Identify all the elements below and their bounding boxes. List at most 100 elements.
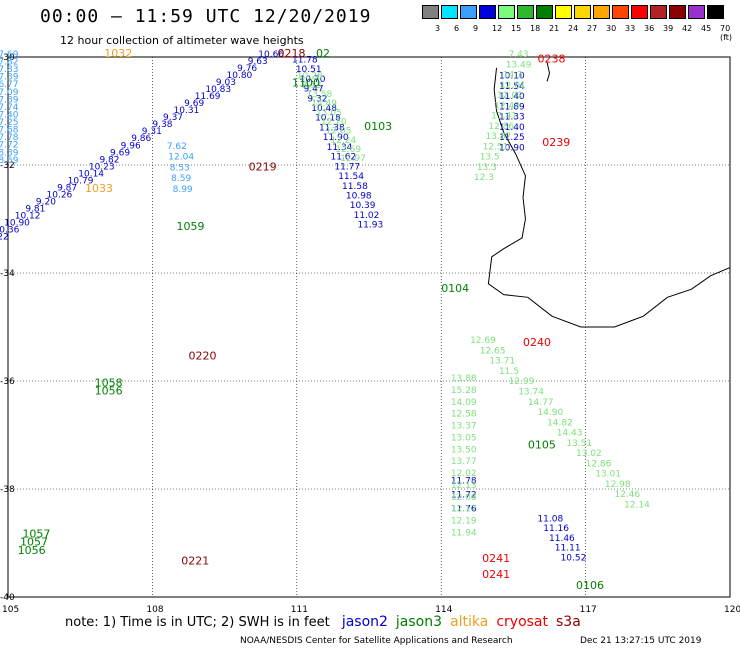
wave-height-value: 11.90	[323, 133, 349, 143]
wave-height-value: 7.25	[0, 118, 18, 128]
scale-tick-label: 42	[682, 24, 693, 33]
pass-time-label: 1032	[104, 47, 132, 60]
wave-height-value: 11.77	[334, 162, 360, 172]
wave-height-value: 12.01	[500, 81, 526, 91]
wave-height-value: 10.10	[499, 72, 525, 82]
wave-height-value: 12.69	[470, 336, 496, 346]
wave-height-value: 13.58	[306, 90, 332, 100]
wave-height-value: 7.74	[0, 103, 19, 113]
wave-height-value: 7.40	[0, 110, 19, 120]
pass-time-label: 0238	[537, 52, 565, 65]
wave-height-value: 11.54	[499, 82, 525, 92]
pass-time-label: 0103	[364, 120, 392, 133]
pass-time-label: 0218	[278, 47, 306, 60]
timestamp-text: Dec 21 13:27:15 UTC 2019	[580, 636, 702, 646]
pass-time-label: 0241	[482, 568, 510, 581]
wave-height-value: 11.46	[549, 534, 575, 544]
map-axes: -30 -32 -34 -36 -38 -40 105 108 111 114 117 120	[0, 53, 740, 615]
wave-height-value: 13.50	[451, 445, 477, 455]
wave-height-value: 12.17	[451, 505, 477, 515]
wave-height-value: 11.78	[451, 477, 477, 487]
scale-swatch	[574, 5, 591, 19]
wave-height-value: 10.23	[89, 162, 115, 172]
wave-height-value: 14.90	[537, 408, 563, 418]
wave-height-value: 12.97	[340, 154, 366, 164]
pass-time-label: 1059	[176, 220, 204, 233]
wave-height-value: 11.76	[451, 505, 477, 515]
wave-height-value: 7.69	[0, 50, 19, 60]
scale-tick-label: 27	[587, 24, 598, 33]
satellite-legend-s3a: s3a	[556, 614, 581, 630]
scale-swatch	[669, 5, 686, 19]
wave-height-value: 11.38	[319, 123, 345, 133]
wave-height-value: 14.3	[503, 71, 523, 81]
pass-time-label: 1056	[95, 385, 123, 398]
wave-height-value: 12.19	[451, 517, 477, 527]
wave-height-value: 10.90	[4, 218, 30, 228]
wave-height-value: 11.5	[499, 367, 519, 377]
pass-time-labels: 1032 1033 0218 02 1100 0219 0103 0238 0239 1059 01…	[18, 47, 604, 592]
map-frame	[7, 56, 731, 598]
pass-time-label: 0241	[482, 552, 510, 565]
wave-height-value: 10.70	[300, 75, 326, 85]
wave-height-value: 12.86	[488, 122, 514, 132]
wave-height-value: 8.39	[0, 148, 19, 158]
wave-height-value: 13.37	[451, 422, 477, 432]
wave-height-value: 12.98	[605, 480, 631, 490]
wave-height-value: 11.22	[0, 233, 9, 243]
scale-tick-label: 45	[701, 24, 712, 33]
wave-height-value: 12.20	[321, 118, 347, 128]
wave-height-value: 10.66	[258, 50, 284, 60]
wave-height-value: 13.5	[480, 153, 500, 163]
pass-time-label: 1056	[18, 544, 46, 557]
wave-height-value: 11.02	[354, 211, 380, 221]
wave-height-value: 12.43	[494, 101, 520, 111]
wave-height-value: 10.28	[297, 72, 323, 82]
pass-time-label: 0239	[542, 136, 570, 149]
wave-height-value: 11.34	[327, 143, 353, 153]
longitude-tick-label: 114	[435, 605, 452, 615]
longitude-tick-label: 111	[291, 605, 308, 615]
wave-height-value: 13.02	[576, 449, 602, 459]
wave-height-value: 13.74	[518, 388, 544, 398]
wave-height-value: 11.40	[499, 123, 525, 133]
wave-height-value: 12.69	[335, 145, 361, 155]
wave-height-value: 10.79	[68, 176, 94, 186]
wave-height-value: 8.59	[171, 174, 191, 184]
scale-tick-label: 15	[511, 24, 522, 33]
pass-time-label: 1057	[22, 528, 50, 541]
wave-height-value: 7.39	[0, 73, 19, 83]
wave-height-value: 13.3	[477, 163, 497, 173]
pass-time-label: 02	[316, 47, 330, 60]
wave-height-value: 11.33	[499, 113, 525, 123]
wave-height-value: 10.90	[499, 143, 525, 153]
wave-height-value: 10.48	[311, 104, 337, 114]
wave-height-value: 12.24	[330, 136, 356, 146]
wave-height-value: 10.98	[346, 191, 372, 201]
longitude-tick-label: 117	[580, 605, 597, 615]
map-title: 00:00 – 11:59 UTC 12/20/2019	[40, 6, 372, 27]
wave-height-value: 10.14	[78, 169, 104, 179]
scale-tick-label: 24	[568, 24, 579, 33]
wave-height-value: 9.20	[36, 197, 56, 207]
scale-tick-label: 30	[606, 24, 617, 33]
wave-height-value: 12.04	[168, 153, 194, 163]
legend-note: note: 1) Time is in UTC; 2) SWH is in fe…	[65, 614, 581, 630]
wave-height-value: 10.26	[47, 190, 73, 200]
coastline-path	[487, 67, 731, 328]
wave-height-value: 9.47	[304, 85, 324, 95]
wave-height-value: 7.39	[0, 95, 19, 105]
longitude-tick-label: 108	[146, 605, 163, 615]
wave-height-value: 9.63	[248, 57, 268, 67]
wave-height-value: 10.52	[561, 553, 587, 563]
longitude-tick-label: 105	[2, 605, 19, 615]
wave-height-value: 12.99	[509, 377, 535, 387]
satellite-legend-cryosat: cryosat	[496, 614, 548, 630]
wave-height-value: 11.94	[451, 528, 477, 538]
pass-time-label: 1100	[292, 77, 320, 90]
latitude-tick-label: -34	[0, 269, 15, 279]
latitude-tick-label: -36	[0, 377, 15, 387]
scale-swatch	[498, 5, 515, 19]
wave-height-value: 12.02	[451, 469, 477, 479]
scale-swatch	[460, 5, 477, 19]
